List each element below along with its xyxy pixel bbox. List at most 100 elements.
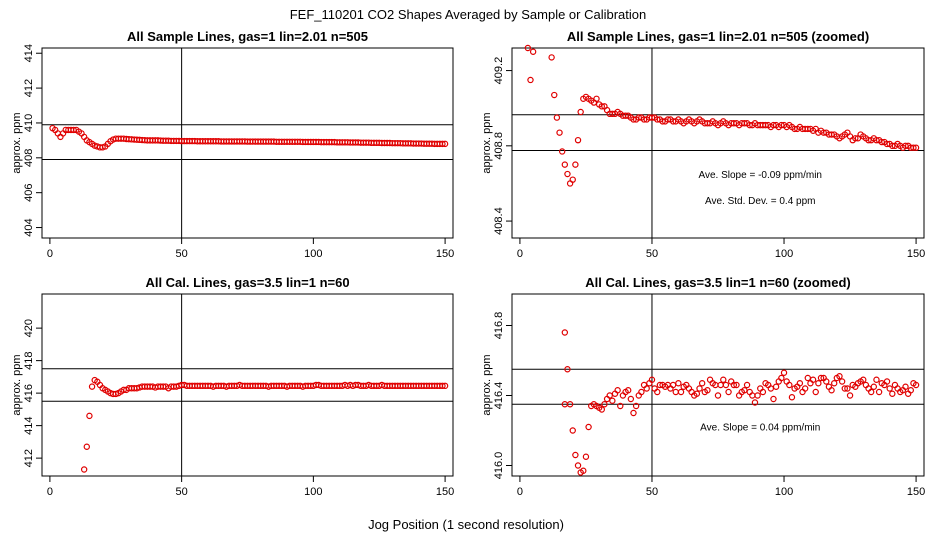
x-tick-label: 150: [436, 486, 454, 498]
y-tick-label: 408.4: [493, 207, 505, 235]
data-point: [714, 392, 722, 399]
y-axis-label: approx. ppm: [481, 112, 493, 173]
data-point: [770, 121, 777, 129]
data-point: [698, 380, 706, 387]
data-point: [558, 148, 566, 155]
data-point: [656, 381, 664, 389]
data-point: [614, 387, 621, 394]
panel-4: All Cal. Lines, gas=3.5 lin=1 n=60 (zoom…: [481, 275, 925, 498]
data-point: [730, 381, 738, 389]
data-point: [883, 140, 891, 148]
data-point: [598, 103, 605, 110]
data-point: [622, 112, 629, 119]
data-point: [828, 131, 835, 138]
data-point: [770, 395, 777, 403]
data-point: [627, 395, 635, 403]
data-point: [439, 140, 446, 148]
y-tick-label: 420: [23, 319, 35, 337]
data-point: [527, 76, 534, 84]
plot-frame: [511, 293, 925, 477]
data-point: [524, 44, 532, 52]
data-point: [606, 392, 613, 399]
data-points: [80, 376, 449, 473]
y-tick-label: 416.0: [493, 452, 505, 480]
plot-frame: [41, 293, 454, 477]
data-point: [638, 388, 645, 396]
y-tick-label: 412: [23, 449, 35, 467]
data-point: [569, 176, 576, 183]
x-tick-label: 100: [304, 486, 322, 498]
data-point: [778, 374, 785, 382]
data-point: [875, 388, 883, 396]
data-point: [696, 385, 703, 392]
data-point: [817, 374, 825, 382]
data-point: [609, 397, 616, 404]
x-tick-label: 50: [176, 486, 188, 498]
data-point: [441, 140, 449, 148]
data-point: [88, 383, 96, 390]
data-point: [767, 385, 775, 392]
data-point: [675, 380, 682, 387]
data-point: [788, 394, 796, 401]
data-point: [572, 161, 579, 168]
y-tick-label: 414: [23, 416, 35, 434]
data-point: [730, 120, 738, 127]
data-point: [741, 387, 748, 394]
data-point: [912, 381, 920, 389]
x-tick-label: 0: [517, 248, 523, 260]
data-point: [762, 121, 769, 129]
data-point: [844, 385, 851, 392]
data-point: [601, 401, 608, 408]
data-points: [524, 44, 920, 187]
data-point: [659, 118, 666, 125]
data-point: [635, 114, 642, 121]
panel-1: All Sample Lines, gas=1 lin=2.01 n=505 0 5…: [11, 29, 454, 260]
data-point: [654, 388, 661, 396]
data-point: [751, 399, 759, 406]
y-axis-label: approx. ppm: [11, 112, 23, 173]
y-tick-label: 408.8: [493, 132, 505, 160]
data-point: [741, 120, 748, 127]
data-point: [867, 388, 875, 396]
x-tick-label: 0: [47, 486, 53, 498]
data-point: [886, 385, 893, 392]
data-point: [733, 381, 740, 389]
plot-frame: [41, 47, 454, 239]
x-tick-label: 150: [436, 248, 454, 260]
data-point: [693, 390, 701, 397]
data-point: [566, 401, 574, 408]
annotation: Ave. Slope = 0.04 ppm/min: [700, 423, 820, 434]
x-tick-label: 50: [646, 486, 658, 498]
data-point: [836, 373, 843, 380]
y-tick-label: 410: [23, 114, 35, 132]
y-tick-label: 418: [23, 351, 35, 369]
data-point: [860, 376, 867, 383]
panel-3: All Cal. Lines, gas=3.5 lin=1 n=60 0 50 100…: [11, 275, 454, 498]
data-point: [878, 138, 885, 146]
data-point: [804, 125, 811, 133]
data-point: [654, 116, 661, 123]
data-point: [548, 54, 555, 61]
panel-title: All Sample Lines, gas=1 lin=2.01 n=505 (…: [567, 29, 869, 44]
y-tick-label: 412: [23, 79, 35, 97]
data-point: [617, 402, 624, 410]
data-point: [754, 392, 761, 399]
data-point: [717, 381, 724, 389]
data-point: [561, 161, 569, 168]
data-point: [883, 378, 891, 385]
data-point: [574, 462, 582, 469]
y-tick-label: 404: [23, 218, 35, 236]
data-point: [580, 467, 587, 474]
data-point: [664, 116, 672, 123]
data-point: [561, 329, 569, 336]
data-point: [529, 48, 537, 55]
data-point: [632, 402, 640, 410]
data-point: [815, 380, 822, 387]
data-point: [889, 142, 896, 150]
annotation: Ave. Std. Dev. = 0.4 ppm: [705, 196, 816, 207]
data-point: [746, 121, 753, 129]
x-tick-label: 50: [176, 248, 188, 260]
data-point: [677, 388, 685, 396]
data-point: [630, 116, 637, 123]
